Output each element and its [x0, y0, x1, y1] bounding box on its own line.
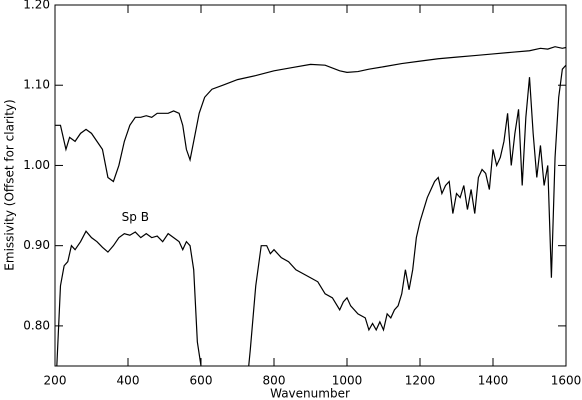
y-axis-label: Emissivity (Offset for clarity)	[3, 99, 17, 270]
x-axis-label: Wavenumber	[270, 387, 350, 400]
line-series	[56, 64, 566, 366]
x-tick-label: 200	[44, 374, 67, 388]
x-tick-label: 1400	[478, 374, 509, 388]
y-tick-label: 0.80	[23, 318, 50, 332]
y-tick-label: 1.10	[23, 78, 50, 92]
x-tick-label: 600	[190, 374, 213, 388]
y-tick-label: 0.90	[23, 238, 50, 252]
annotation: Sp B	[122, 210, 149, 224]
x-tick-label: 800	[263, 374, 286, 388]
x-tick-label: 1600	[551, 374, 582, 388]
plot-frame	[54, 4, 567, 367]
y-tick-label: 1.20	[23, 0, 50, 12]
x-tick-label: 1200	[405, 374, 436, 388]
x-tick-label: 1000	[332, 374, 363, 388]
y-tick-label: 1.00	[23, 158, 50, 172]
x-tick-label: 400	[117, 374, 140, 388]
line-series	[55, 46, 566, 183]
